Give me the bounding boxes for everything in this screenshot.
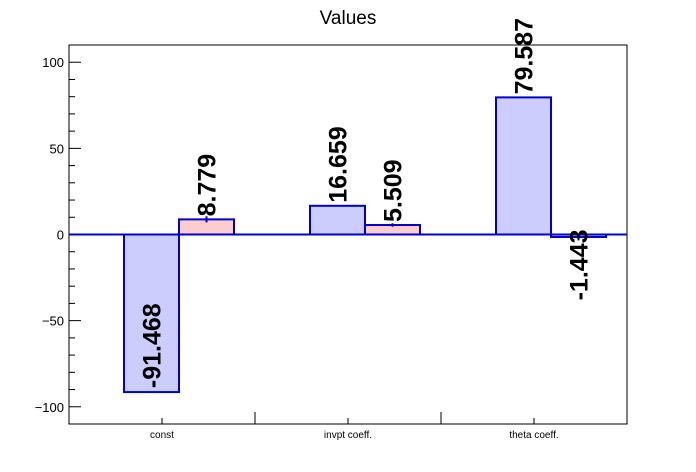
- bar-series1-1: [309, 204, 366, 236]
- chart-title: Values: [320, 8, 377, 29]
- category-label: theta coeff.: [509, 430, 558, 441]
- y-tick-label: 100: [42, 55, 64, 70]
- bar-value-label: 8.779: [194, 154, 222, 217]
- axes: 100 50 0 −50 −100: [35, 44, 628, 425]
- bar-series1-2: [495, 96, 552, 236]
- bar-value-label: -91.468: [139, 303, 167, 388]
- bar-value-label: 79.587: [511, 18, 539, 94]
- bar-value-label: 16.659: [325, 126, 353, 202]
- labels: -91.468 16.659 79.587 8.779 5.509 -1.443 const…: [139, 18, 594, 441]
- bar-series1-0: [123, 233, 180, 394]
- category-label: invpt coeff.: [324, 430, 372, 441]
- y-tick-label: −100: [35, 400, 64, 415]
- y-tick-label: 50: [50, 141, 64, 156]
- y-tick-label: 0: [57, 228, 64, 243]
- bars: [123, 96, 607, 394]
- bar-value-label: -1.443: [566, 230, 594, 301]
- y-tick-label: −50: [42, 314, 64, 329]
- category-label: const: [150, 430, 174, 441]
- bar-value-label: 5.509: [380, 159, 408, 222]
